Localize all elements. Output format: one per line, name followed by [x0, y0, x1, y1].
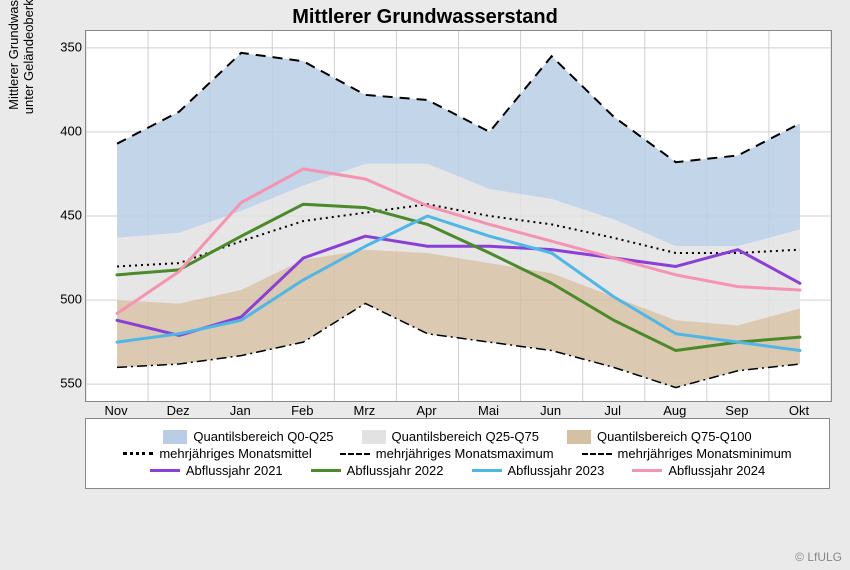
legend-label: Abflussjahr 2022	[347, 463, 444, 478]
legend-label: Abflussjahr 2021	[186, 463, 283, 478]
x-tick: Dez	[167, 403, 190, 418]
x-tick: Mrz	[354, 403, 376, 418]
x-tick: Aug	[663, 403, 686, 418]
legend-line	[632, 469, 662, 472]
y-tick: 500	[60, 292, 82, 307]
x-tick: Feb	[291, 403, 313, 418]
x-tick: Sep	[725, 403, 748, 418]
legend-line	[340, 453, 370, 455]
x-tick: Okt	[789, 403, 809, 418]
legend-line	[311, 469, 341, 472]
legend-swatch	[163, 430, 187, 444]
legend-label: mehrjähriges Monatsmittel	[159, 446, 311, 461]
legend-line	[123, 452, 153, 455]
legend-label: Quantilsbereich Q0-Q25	[193, 429, 333, 444]
chart-svg	[86, 31, 831, 401]
legend-item: Abflussjahr 2023	[472, 463, 605, 478]
legend-label: Quantilsbereich Q75-Q100	[597, 429, 752, 444]
legend-label: Quantilsbereich Q25-Q75	[392, 429, 539, 444]
legend-item: Abflussjahr 2022	[311, 463, 444, 478]
legend-line	[150, 469, 180, 472]
y-tick: 350	[60, 39, 82, 54]
x-tick: Nov	[104, 403, 127, 418]
legend-item: mehrjähriges Monatsmaximum	[340, 446, 554, 461]
figure: Mittlerer Grundwasserstand Mittlerer Gru…	[0, 0, 850, 570]
legend: Quantilsbereich Q0-Q25 Quantilsbereich Q2…	[85, 418, 830, 489]
legend-item: Abflussjahr 2024	[632, 463, 765, 478]
legend-label: Abflussjahr 2023	[508, 463, 605, 478]
legend-line	[582, 453, 612, 455]
legend-row-series: Abflussjahr 2021 Abflussjahr 2022 Abflussj…	[96, 463, 819, 478]
y-tick: 550	[60, 376, 82, 391]
y-tick: 400	[60, 123, 82, 138]
legend-item: Quantilsbereich Q0-Q25	[163, 429, 333, 444]
x-tick: Apr	[416, 403, 436, 418]
y-ticks: 350 400 450 500 550	[0, 30, 82, 400]
legend-label: mehrjähriges Monatsminimum	[618, 446, 792, 461]
legend-row-bands: Quantilsbereich Q0-Q25 Quantilsbereich Q2…	[96, 429, 819, 444]
copyright-label: © LfULG	[795, 550, 842, 564]
legend-item: mehrjähriges Monatsminimum	[582, 446, 792, 461]
chart-title: Mittlerer Grundwasserstand	[0, 6, 850, 29]
plot-area	[85, 30, 832, 402]
legend-item: Quantilsbereich Q75-Q100	[567, 429, 752, 444]
legend-swatch	[362, 430, 386, 444]
x-tick: Jan	[230, 403, 251, 418]
x-tick: Mai	[478, 403, 499, 418]
legend-line	[472, 469, 502, 472]
legend-row-reflines: mehrjähriges Monatsmittel mehrjähriges Mo…	[96, 446, 819, 461]
legend-item: Quantilsbereich Q25-Q75	[362, 429, 539, 444]
x-tick: Jul	[604, 403, 621, 418]
legend-item: mehrjähriges Monatsmittel	[123, 446, 311, 461]
y-tick: 450	[60, 208, 82, 223]
x-tick: Jun	[540, 403, 561, 418]
legend-swatch	[567, 430, 591, 444]
legend-label: mehrjähriges Monatsmaximum	[376, 446, 554, 461]
legend-item: Abflussjahr 2021	[150, 463, 283, 478]
legend-label: Abflussjahr 2024	[668, 463, 765, 478]
